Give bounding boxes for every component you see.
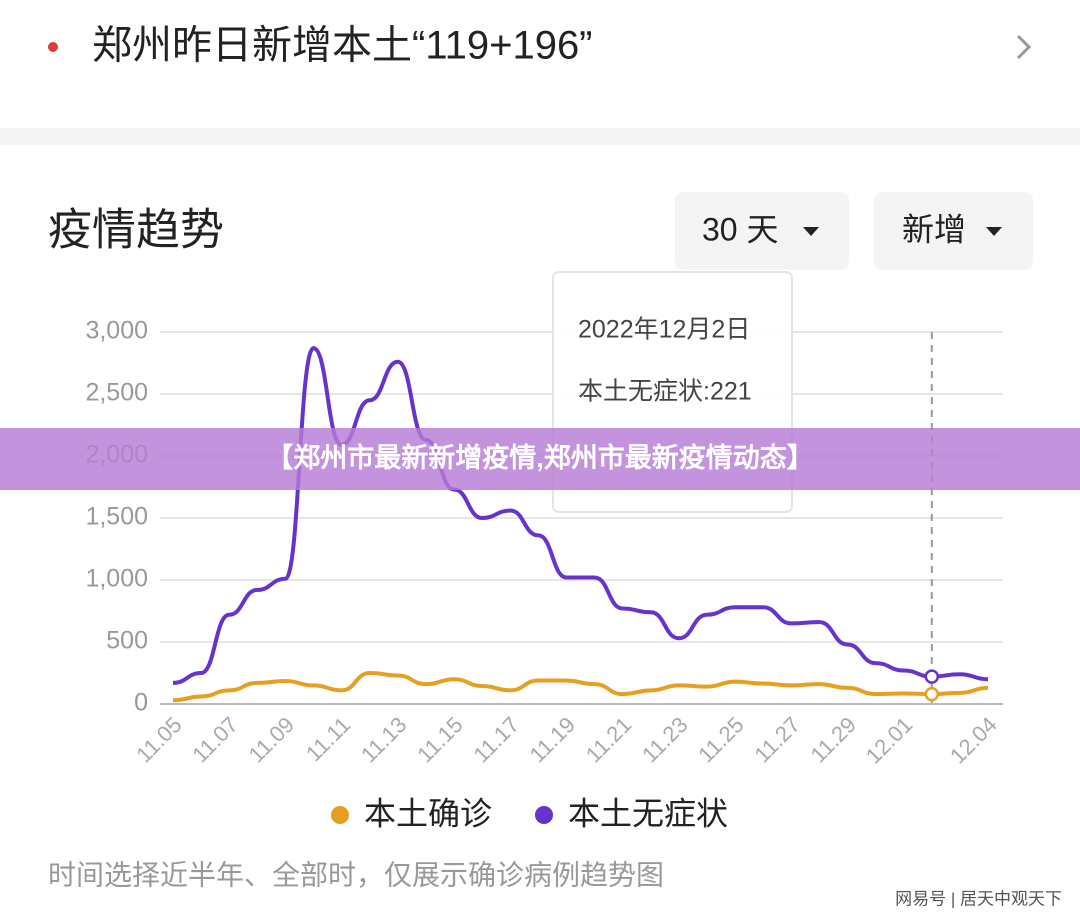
chevron[interactable] (1016, 34, 1032, 60)
range-label[interactable]: 30 天 (702, 211, 779, 247)
range-dropdown[interactable] (675, 192, 849, 270)
news-dot (48, 42, 58, 52)
highlight-point (924, 686, 940, 702)
legend-label: 本土无症状 (568, 795, 728, 831)
legend: 本土确诊 本土无症状 (331, 795, 728, 831)
watermark: 网易号 | 居天中观天下 (895, 889, 1062, 908)
y-tick-label: 1,500 (85, 503, 148, 531)
y-tick-label: 0 (134, 689, 148, 717)
type-label[interactable]: 新增 (902, 211, 966, 247)
dropdown-arrow (986, 227, 1002, 236)
y-tick-label: 2,500 (85, 379, 148, 407)
highlight-point (924, 669, 940, 684)
section-title: 疫情趋势 (48, 206, 224, 255)
y-tick-label: 3,000 (85, 317, 148, 345)
tooltip-line: 本土无症状:221 (578, 378, 752, 406)
series-line (172, 671, 989, 703)
y-tick-label: 1,000 (85, 565, 148, 593)
banner (0, 428, 1080, 490)
note: 时间选择近半年、全部时，仅展示确诊病例趋势图 (48, 859, 664, 890)
legend-marker (535, 806, 553, 824)
tooltip-date: 2022年12月2日 (578, 316, 750, 344)
legend-label: 本土确诊 (364, 795, 492, 831)
headline[interactable]: 郑州昨日新增本土“119+196” (92, 24, 593, 68)
legend-marker (331, 806, 349, 824)
y-tick-label: 500 (106, 627, 148, 655)
banner-text: 【郑州市最新新增疫情,郑州市最新疫情动态】 (266, 442, 814, 473)
separator (0, 128, 1080, 145)
dropdown-arrow (803, 227, 819, 236)
type-dropdown[interactable] (874, 192, 1033, 270)
